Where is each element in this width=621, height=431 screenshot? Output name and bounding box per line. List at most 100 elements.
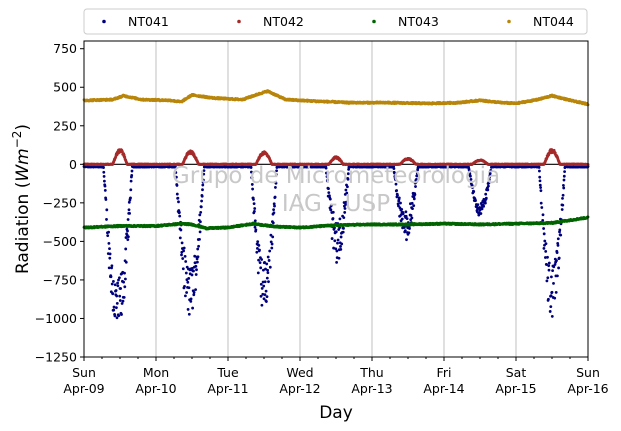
point	[482, 204, 485, 208]
point	[196, 247, 200, 251]
point	[542, 246, 546, 250]
point	[199, 205, 203, 209]
point	[265, 276, 269, 280]
point	[272, 211, 276, 215]
point	[545, 279, 549, 283]
point	[194, 288, 198, 291]
point	[339, 235, 343, 239]
point	[337, 256, 341, 260]
point	[550, 275, 553, 279]
point	[334, 230, 338, 234]
point	[177, 200, 180, 204]
point	[336, 241, 339, 245]
point	[267, 280, 270, 284]
point	[563, 170, 566, 174]
point	[252, 198, 255, 201]
point	[113, 314, 117, 318]
point	[547, 264, 551, 268]
point	[540, 206, 544, 209]
point	[256, 271, 260, 275]
point	[266, 268, 269, 272]
point	[108, 256, 112, 260]
point	[184, 271, 188, 275]
point	[404, 214, 408, 218]
point	[546, 255, 549, 259]
point	[189, 299, 193, 303]
point	[116, 281, 119, 285]
point	[336, 238, 340, 242]
point	[253, 210, 256, 213]
point	[543, 239, 547, 243]
point	[270, 246, 274, 250]
point	[187, 286, 191, 290]
point	[556, 243, 560, 247]
point	[538, 183, 542, 187]
point	[250, 183, 254, 186]
point	[261, 292, 265, 296]
point	[128, 211, 132, 215]
point	[181, 257, 185, 260]
point	[339, 247, 343, 251]
point	[331, 217, 335, 220]
point	[263, 261, 266, 264]
point	[256, 246, 259, 250]
point	[108, 252, 112, 256]
point	[341, 230, 345, 234]
point	[118, 299, 122, 302]
point	[198, 230, 202, 234]
point	[117, 278, 120, 282]
point	[273, 195, 277, 199]
grid-layer	[155, 41, 517, 357]
point	[270, 242, 274, 246]
point	[250, 176, 254, 180]
point	[266, 255, 270, 259]
point	[339, 245, 342, 248]
point	[396, 193, 399, 197]
point	[130, 174, 134, 177]
point	[254, 228, 258, 232]
point	[124, 277, 127, 281]
point	[538, 179, 542, 183]
point	[130, 169, 134, 173]
point	[102, 170, 106, 174]
point	[538, 175, 542, 179]
point	[178, 236, 182, 240]
point	[191, 306, 195, 310]
point	[551, 269, 554, 273]
point	[178, 210, 181, 214]
point	[194, 273, 198, 276]
point	[274, 173, 278, 176]
point	[395, 189, 398, 192]
point	[330, 237, 334, 240]
point	[258, 248, 261, 252]
point	[190, 266, 194, 270]
point	[176, 196, 180, 200]
point	[262, 297, 266, 301]
point	[112, 280, 115, 283]
point	[556, 274, 559, 278]
point	[268, 249, 272, 253]
point	[112, 308, 116, 312]
point	[110, 266, 113, 270]
point	[413, 193, 417, 196]
point	[268, 265, 272, 269]
point	[175, 184, 179, 187]
point	[189, 297, 193, 301]
point	[175, 175, 178, 179]
point	[556, 237, 560, 241]
point	[340, 242, 344, 246]
point	[272, 202, 276, 206]
point	[202, 178, 205, 182]
point	[484, 201, 487, 205]
point	[269, 233, 273, 237]
point	[399, 201, 402, 205]
point	[272, 208, 275, 212]
point	[539, 186, 542, 189]
point	[484, 196, 488, 200]
point	[260, 258, 263, 261]
point	[269, 240, 273, 244]
point	[107, 242, 111, 245]
point	[110, 282, 114, 286]
point	[267, 259, 271, 262]
point	[110, 264, 114, 268]
